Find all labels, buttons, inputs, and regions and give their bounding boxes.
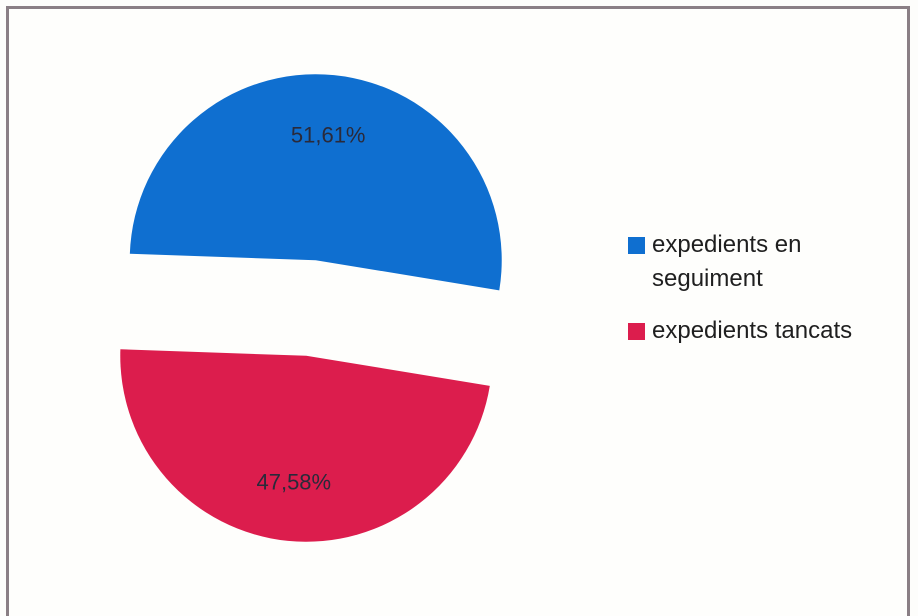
- slice-tancats: [120, 349, 490, 542]
- data-label-seguiment: 51,61%: [291, 122, 366, 147]
- legend-label-tancats: expedients tancats: [652, 317, 853, 344]
- legend-item-tancats: expedients tancats: [628, 314, 908, 348]
- pie-slices: [120, 74, 502, 542]
- legend: expedients en seguiment expedients tanca…: [628, 228, 908, 366]
- legend-swatch-seguiment: [628, 237, 645, 254]
- data-labels: 51,61% 47,58%: [256, 122, 365, 494]
- legend-label-seguiment: expedients en seguiment: [652, 231, 802, 292]
- legend-swatch-tancats: [628, 323, 645, 340]
- chart-frame: [6, 6, 910, 616]
- data-label-tancats: 47,58%: [256, 470, 331, 495]
- slice-seguiment: [129, 74, 502, 291]
- legend-item-seguiment: expedients en seguiment: [628, 228, 908, 296]
